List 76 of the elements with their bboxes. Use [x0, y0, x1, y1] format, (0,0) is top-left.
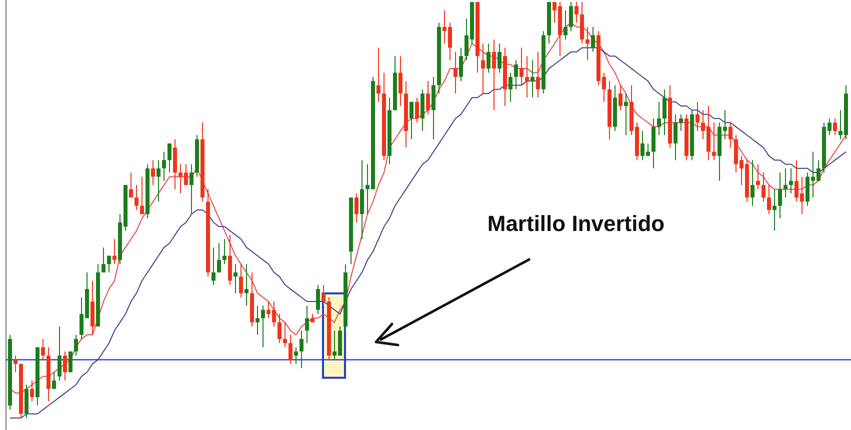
candlestick [52, 372, 56, 390]
candlestick [586, 26, 590, 61]
candlestick [492, 38, 496, 111]
candlestick [30, 380, 34, 402]
candlestick [398, 56, 402, 106]
candlestick [674, 114, 678, 161]
candlestick [624, 93, 628, 136]
candlestick [294, 346, 298, 364]
candlestick [833, 118, 837, 136]
candlestick [712, 122, 716, 161]
candlestick [728, 122, 732, 148]
candlestick [234, 264, 238, 294]
candlestick [14, 355, 18, 373]
candlestick [410, 101, 414, 140]
candlestick [525, 56, 529, 98]
candlestick [657, 101, 661, 136]
candlestick [784, 168, 788, 198]
candlestick [696, 101, 700, 132]
candlestick [129, 172, 133, 198]
candlestick [514, 60, 518, 90]
candlestick [168, 142, 172, 174]
candlestick [239, 264, 243, 298]
candlestick [569, 2, 573, 32]
candlestick [498, 43, 502, 74]
candlestick [112, 238, 116, 265]
candlestick [520, 47, 524, 86]
candlestick [63, 350, 67, 382]
candlestick [778, 172, 782, 219]
candlestick [486, 43, 490, 74]
candlestick [316, 284, 320, 314]
candlestick [750, 160, 754, 206]
candlestick [536, 51, 540, 98]
candlestick [102, 246, 106, 273]
candlestick [376, 47, 380, 102]
candlestick [574, 2, 578, 24]
candlestick [156, 160, 160, 202]
candlestick [140, 176, 144, 215]
candlestick [459, 47, 463, 82]
candlestick [58, 326, 62, 382]
candlestick [212, 246, 216, 286]
candlestick [415, 97, 419, 124]
candlestick [261, 305, 265, 348]
candlestick [134, 184, 138, 210]
candlestick [305, 305, 309, 344]
candlestick [74, 334, 78, 356]
candlestick [662, 88, 666, 136]
candlestick [789, 168, 793, 194]
candlestick [244, 264, 248, 306]
candlestick [41, 338, 45, 360]
candlestick [756, 164, 760, 190]
candlestick [591, 26, 595, 52]
candlestick [283, 322, 287, 348]
candlestick [618, 84, 622, 111]
annotation: Martillo Invertido [487, 211, 665, 236]
candlestick [508, 72, 512, 102]
candlestick [767, 184, 771, 215]
candlestick [256, 305, 260, 336]
candlestick [530, 60, 534, 98]
candlestick [300, 330, 304, 369]
candlestick [762, 172, 766, 202]
candlestick [454, 51, 458, 94]
candlestick [162, 151, 166, 182]
candlestick [354, 192, 358, 223]
candlestick [426, 80, 430, 115]
candlestick [107, 255, 111, 273]
candlestick [288, 334, 292, 364]
candlestick [278, 314, 282, 344]
candlestick [772, 188, 776, 232]
candlestick [222, 238, 226, 265]
candlestick [322, 284, 326, 306]
candlestick [217, 242, 221, 273]
candlestick [564, 10, 568, 40]
candlestick [190, 164, 194, 215]
candlestick [679, 114, 683, 132]
candlestick [151, 160, 155, 186]
candlestick [481, 43, 485, 94]
